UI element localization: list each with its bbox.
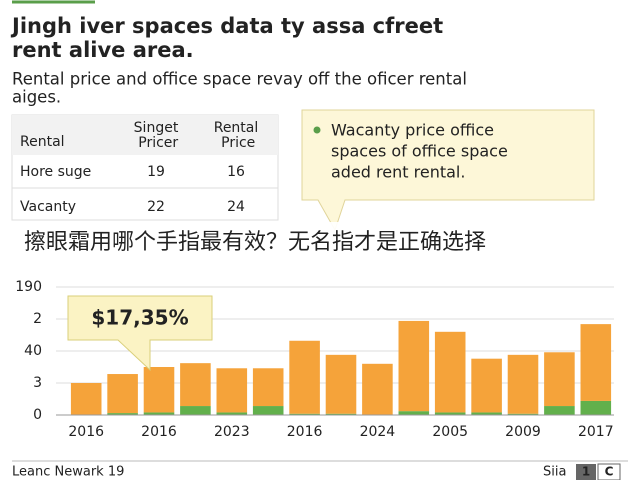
overlay-band [0,222,640,262]
bar-segment [362,363,393,415]
note-line: aded rent rental. [331,163,465,182]
bar-segment [580,324,612,401]
bar-segment [471,358,502,413]
y-tick-label: 190 [15,279,42,295]
title-line: rent alive area. [12,38,194,62]
annotation: $17,35% [91,306,188,330]
bar-segment [507,354,539,414]
x-tick-label: 2009 [505,424,541,440]
table-cell: Hore suge [20,164,91,180]
bar-segment [289,340,320,414]
bar-segment [580,400,612,415]
x-tick-label: 2016 [141,424,177,440]
y-tick-label: 0 [33,407,42,423]
table-header: Rental Price [214,120,259,151]
badge-text: 1 [582,465,590,479]
bar-segment [216,368,248,413]
bar-segment [544,406,575,415]
bar-segment [398,411,430,415]
bar-segment [507,413,539,415]
badge [576,464,596,480]
x-tick-label: 2016 [68,424,104,440]
bar-segment [252,368,284,407]
bar-segment [216,412,248,415]
bar-segment [107,374,138,414]
note-line: Wacanty price office [331,121,494,140]
badge-text: C [605,465,614,479]
overlay-text: 擦眼霜用哪个手指最有效？无名指才是正确选择 [24,230,486,255]
bar-segment [289,413,320,415]
bar-segment [434,412,466,415]
table-cell: 24 [227,199,245,215]
table-header: Singet Pricer [134,120,179,151]
bar-segment [252,406,284,415]
y-tick-label: 40 [24,343,42,359]
table-cell: 22 [147,199,165,215]
bar-segment [544,352,575,407]
x-tick-label: 2005 [432,424,468,440]
table-header-bg [12,115,278,155]
y-tick-label: 2 [33,311,42,327]
subtitle-line: aiges. [12,88,61,107]
bar-segment [107,413,138,415]
x-tick-label: 2024 [360,424,396,440]
bar-segment [434,331,466,413]
bar-segment [180,406,211,415]
table-cell: Vacanty [20,199,76,215]
title-line: Jingh iver spaces data ty assa cfreet [10,14,443,38]
bar-segment [70,383,102,415]
bar-segment [325,354,357,414]
bar-segment [143,367,175,413]
footer-right: Siia [543,465,566,480]
table-cell: 16 [227,164,245,180]
y-tick-label: 3 [33,375,42,391]
bar-segment [398,320,430,412]
note-bullet [313,126,321,134]
bar-segment [143,412,175,415]
table-header: Rental [20,134,65,150]
footer-left: Leanc Newark 19 [12,465,124,480]
x-tick-label: 2023 [214,424,250,440]
bar-segment [471,412,502,415]
bar-segment [325,413,357,415]
x-tick-label: 2017 [578,424,614,440]
bar-segment [180,363,211,407]
annotation-box [67,295,213,372]
table-cell: 19 [147,164,165,180]
subtitle-line: Rental price and office space revay off … [12,70,467,89]
note-line: spaces of office space [331,142,508,161]
badge [597,463,621,480]
x-tick-label: 2016 [287,424,323,440]
note-box [301,109,595,232]
